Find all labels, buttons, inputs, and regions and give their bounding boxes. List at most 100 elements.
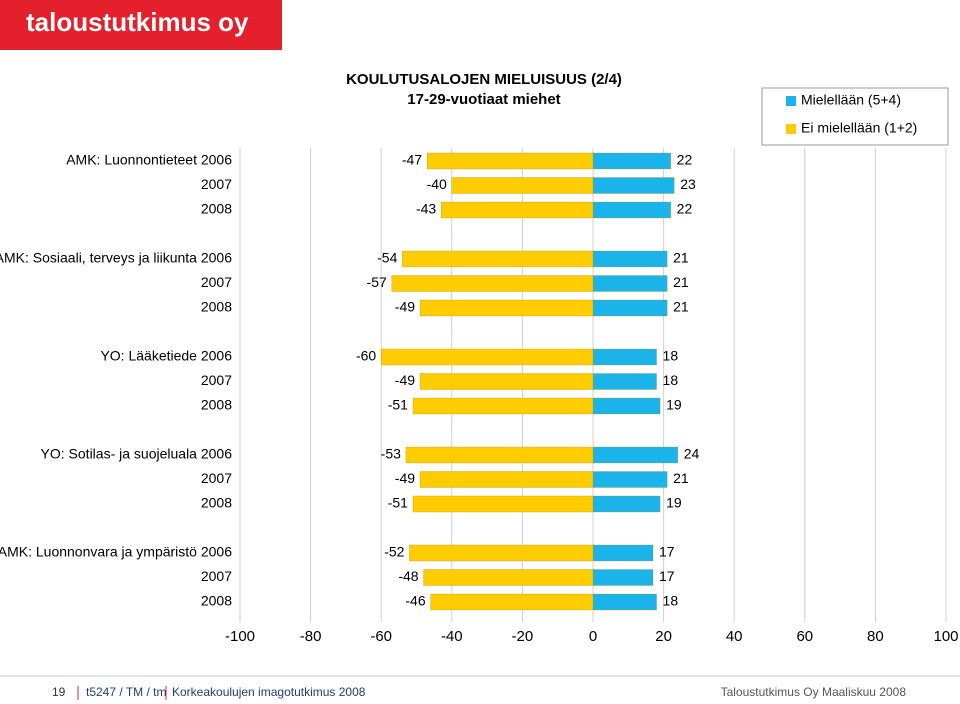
logo: taloustutkimus oy bbox=[26, 7, 249, 37]
data-label: -40 bbox=[427, 176, 447, 192]
data-label: -49 bbox=[395, 470, 415, 486]
bar bbox=[405, 446, 594, 464]
bar bbox=[419, 373, 594, 390]
x-tick-label: -20 bbox=[512, 628, 534, 645]
y-tick-label: 2008 bbox=[201, 299, 232, 315]
data-label: 18 bbox=[663, 372, 679, 388]
x-tick-label: -40 bbox=[441, 628, 463, 645]
data-label: 18 bbox=[663, 348, 679, 364]
data-label: 22 bbox=[677, 152, 693, 168]
data-label: 23 bbox=[680, 176, 696, 192]
footer-code: t5247 / TM / tm bbox=[86, 685, 166, 699]
bar bbox=[592, 299, 668, 317]
data-label: 21 bbox=[673, 274, 689, 290]
bar bbox=[592, 373, 657, 390]
bar bbox=[451, 177, 594, 194]
y-tick-label: 2008 bbox=[201, 593, 232, 609]
bar bbox=[423, 569, 594, 586]
y-tick-label: AMK: Luonnonvara ja ympäristö 2006 bbox=[0, 544, 232, 560]
bar bbox=[409, 544, 594, 562]
bar bbox=[592, 495, 661, 513]
y-tick-label: AMK: Luonnontieteet 2006 bbox=[66, 152, 232, 168]
data-label: 19 bbox=[666, 397, 682, 413]
y-tick-label: 2007 bbox=[201, 568, 232, 584]
x-tick-label: 100 bbox=[933, 628, 958, 645]
bar bbox=[419, 471, 594, 488]
footer-company: Taloustutkimus Oy Maaliskuu 2008 bbox=[721, 685, 907, 699]
bar bbox=[412, 397, 594, 415]
y-tick-label: 2008 bbox=[201, 397, 232, 413]
x-tick-label: 20 bbox=[655, 628, 672, 645]
y-tick-label: 2008 bbox=[201, 495, 232, 511]
footer-study: Korkeakoulujen imagotutkimus 2008 bbox=[172, 685, 366, 699]
x-tick-label: 40 bbox=[726, 628, 743, 645]
data-label: 17 bbox=[659, 568, 675, 584]
bar bbox=[441, 201, 594, 219]
logo-box bbox=[0, 0, 282, 50]
data-label: 17 bbox=[659, 544, 675, 560]
bar bbox=[592, 152, 671, 170]
legend-swatch bbox=[786, 96, 796, 106]
bar bbox=[592, 397, 661, 415]
footer-page: 19 bbox=[52, 685, 66, 699]
x-tick-label: -80 bbox=[300, 628, 322, 645]
bar bbox=[592, 569, 654, 586]
x-tick-label: 60 bbox=[796, 628, 813, 645]
data-label: -46 bbox=[405, 593, 425, 609]
data-label: 22 bbox=[677, 201, 693, 217]
data-label: -49 bbox=[395, 372, 415, 388]
data-label: 21 bbox=[673, 470, 689, 486]
x-tick-label: -100 bbox=[225, 628, 255, 645]
bar bbox=[391, 275, 594, 292]
bar bbox=[412, 495, 594, 513]
data-label: 18 bbox=[663, 593, 679, 609]
x-tick-label: 0 bbox=[589, 628, 597, 645]
chart-subtitle: 17-29-vuotiaat miehet bbox=[407, 91, 560, 108]
data-label: 21 bbox=[673, 250, 689, 266]
data-label: -47 bbox=[402, 152, 422, 168]
data-label: 21 bbox=[673, 299, 689, 315]
data-label: -49 bbox=[395, 299, 415, 315]
bar bbox=[426, 152, 594, 170]
legend-swatch bbox=[786, 124, 796, 134]
legend-label: Ei mielellään (1+2) bbox=[801, 120, 917, 136]
data-label: -54 bbox=[377, 250, 397, 266]
data-label: -51 bbox=[388, 495, 408, 511]
bar bbox=[592, 177, 675, 194]
data-label: -48 bbox=[398, 568, 418, 584]
bar bbox=[402, 250, 594, 268]
bar bbox=[592, 201, 671, 219]
bar bbox=[592, 250, 668, 268]
y-tick-label: 2007 bbox=[201, 176, 232, 192]
y-tick-label: 2007 bbox=[201, 372, 232, 388]
data-label: -43 bbox=[416, 201, 436, 217]
y-tick-label: 2007 bbox=[201, 470, 232, 486]
data-label: 24 bbox=[684, 446, 700, 462]
y-tick-label: YO: Lääketiede 2006 bbox=[100, 348, 232, 364]
y-tick-label: YO: Sotilas- ja suojeluala 2006 bbox=[41, 446, 233, 462]
data-label: -57 bbox=[367, 274, 387, 290]
y-tick-label: 2007 bbox=[201, 274, 232, 290]
bar bbox=[592, 275, 668, 292]
bar bbox=[419, 299, 594, 317]
bar bbox=[592, 446, 678, 464]
chart-title: KOULUTUSALOJEN MIELUISUUS (2/4) bbox=[346, 71, 622, 88]
data-label: -60 bbox=[356, 348, 376, 364]
bar bbox=[381, 348, 594, 366]
bar bbox=[430, 593, 594, 611]
y-tick-label: AMK: Sosiaali, terveys ja liikunta 2006 bbox=[0, 250, 232, 266]
bar bbox=[592, 593, 657, 611]
data-label: -51 bbox=[388, 397, 408, 413]
x-tick-label: 80 bbox=[867, 628, 884, 645]
y-tick-label: 2008 bbox=[201, 201, 232, 217]
bar bbox=[592, 544, 654, 562]
data-label: -52 bbox=[384, 544, 404, 560]
legend-label: Mielellään (5+4) bbox=[801, 92, 901, 108]
data-label: 19 bbox=[666, 495, 682, 511]
data-label: -53 bbox=[381, 446, 401, 462]
x-tick-label: -60 bbox=[370, 628, 392, 645]
bar bbox=[592, 348, 657, 366]
bar bbox=[592, 471, 668, 488]
